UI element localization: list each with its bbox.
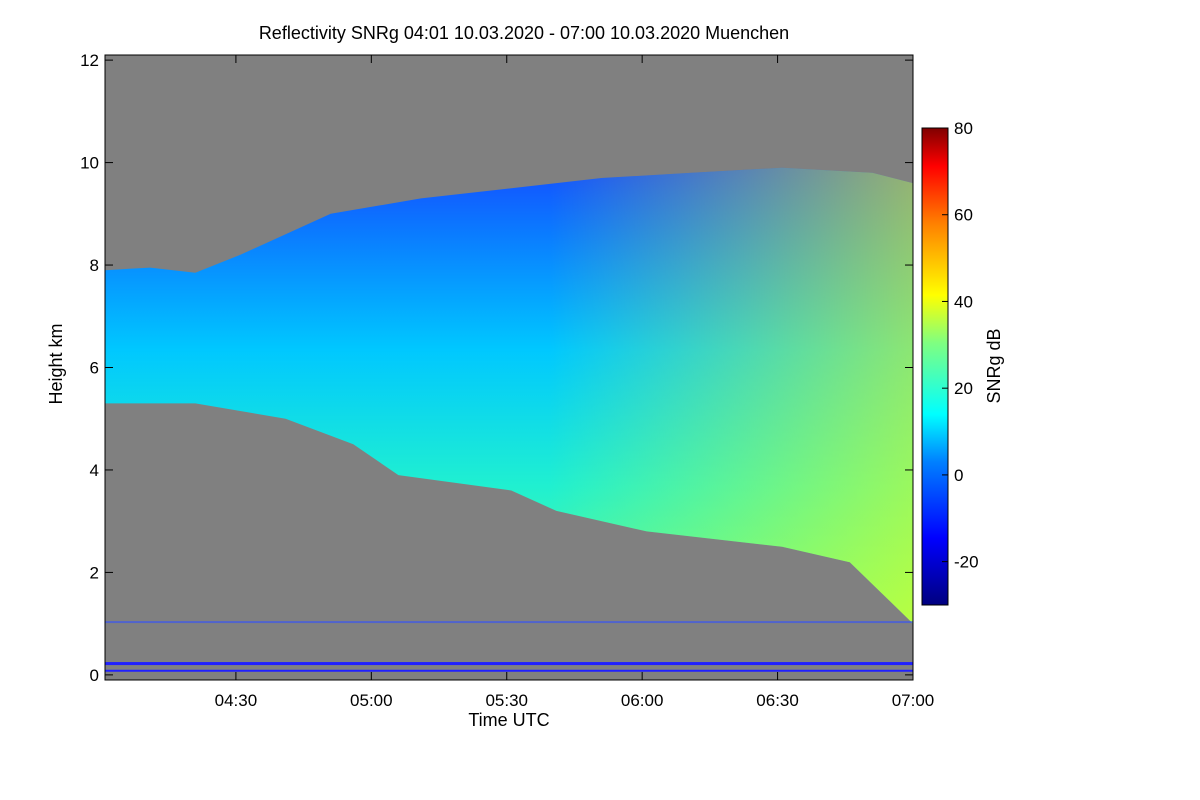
colorbar (921, 127, 949, 606)
colorbar-ticks: -20 0 20 40 60 80 (942, 119, 979, 572)
ground-clutter-band (105, 662, 913, 666)
y-tick-label: 12 (80, 51, 99, 70)
noise-band (105, 621, 913, 624)
colorbar-tick-label: 80 (954, 119, 973, 138)
plot-area (105, 55, 913, 680)
x-tick-label: 05:00 (350, 691, 393, 710)
colorbar-tick-label: 40 (954, 292, 973, 311)
x-tick-label: 07:00 (892, 691, 935, 710)
echo-region-yellow-overlay (105, 167, 913, 624)
x-tick-label: 06:30 (756, 691, 799, 710)
y-tick-label: 10 (80, 154, 99, 173)
x-tick-label: 06:00 (621, 691, 664, 710)
y-axis-title: Height km (46, 323, 66, 404)
y-axis: 0 2 4 6 8 10 12 (80, 51, 913, 685)
y-tick-label: 4 (90, 461, 99, 480)
colorbar-tick-label: 60 (954, 206, 973, 225)
colorbar-tick-label: -20 (954, 553, 979, 572)
y-tick-label: 0 (90, 666, 99, 685)
y-tick-label: 2 (90, 563, 99, 582)
x-tick-label: 05:30 (485, 691, 528, 710)
chart-title: Reflectivity SNRg 04:01 10.03.2020 - 07:… (259, 23, 789, 43)
ground-clutter-band-lower (105, 669, 913, 672)
colorbar-tick-label: 0 (954, 466, 963, 485)
x-axis: 04:30 05:00 05:30 06:00 06:30 07:00 (215, 55, 935, 710)
colorbar-tick-label: 20 (954, 379, 973, 398)
y-tick-label: 6 (90, 359, 99, 378)
colorbar-title: SNRg dB (984, 328, 1004, 403)
x-tick-label: 04:30 (215, 691, 258, 710)
y-tick-label: 8 (90, 256, 99, 275)
x-axis-title: Time UTC (468, 710, 549, 730)
